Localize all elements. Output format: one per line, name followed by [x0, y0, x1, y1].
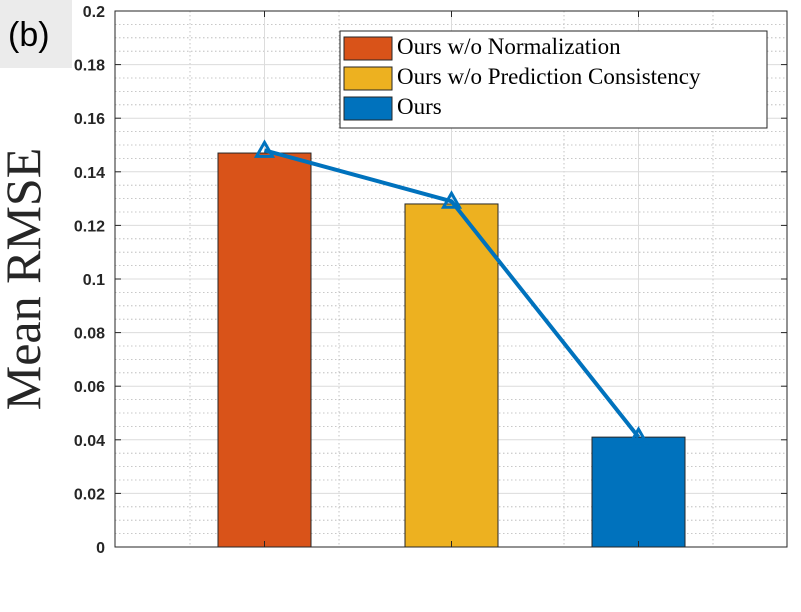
trend-line-path	[263, 148, 641, 439]
trend-marker-2	[627, 426, 650, 445]
y-tick-label: 0.14	[74, 165, 105, 182]
y-tick-label: 0.12	[74, 218, 105, 235]
y-tick-label: 0.18	[74, 58, 105, 75]
y-tick-label: 0.04	[74, 433, 105, 450]
legend-swatch-ours-wo-normalization	[343, 36, 393, 61]
legend-swatch-ours-wo-prediction-consistency	[343, 66, 393, 91]
legend-label-ours-wo-normalization: Ours w/o Normalization	[397, 34, 621, 59]
y-tick-label: 0.1	[83, 272, 105, 289]
trend-marker-1	[440, 190, 463, 209]
y-tick-label: 0.16	[74, 111, 105, 128]
y-tick-label: 0.08	[74, 326, 105, 343]
legend-label-ours-wo-prediction-consistency: Ours w/o Prediction Consistency	[397, 64, 701, 89]
y-tick-label: 0	[96, 540, 105, 557]
y-tick-label: 0.2	[83, 4, 105, 21]
legend-label-ours: Ours	[397, 94, 442, 119]
bar-1	[404, 203, 499, 548]
trend-marker-0	[253, 139, 276, 158]
x-axis-ticks	[264, 11, 639, 547]
panel-label: (b)	[8, 16, 50, 54]
y-axis-ticks: 0 0.02 0.04 0.06 0.08 0.1 0.12 0.14 0.16 0.18 0.2	[74, 4, 787, 557]
panel-label-background	[0, 0, 72, 68]
bar-0	[217, 152, 312, 548]
trend-line	[253, 139, 650, 445]
bar-2	[591, 436, 686, 548]
y-tick-label: 0.02	[74, 486, 105, 503]
y-tick-label: 0.06	[74, 379, 105, 396]
legend-box	[339, 30, 768, 129]
bars	[217, 152, 686, 548]
y-axis-label: Mean RMSE	[0, 148, 51, 411]
legend: Ours w/o Normalization Ours w/o Predicti…	[339, 30, 768, 129]
legend-swatch-ours	[343, 96, 393, 121]
